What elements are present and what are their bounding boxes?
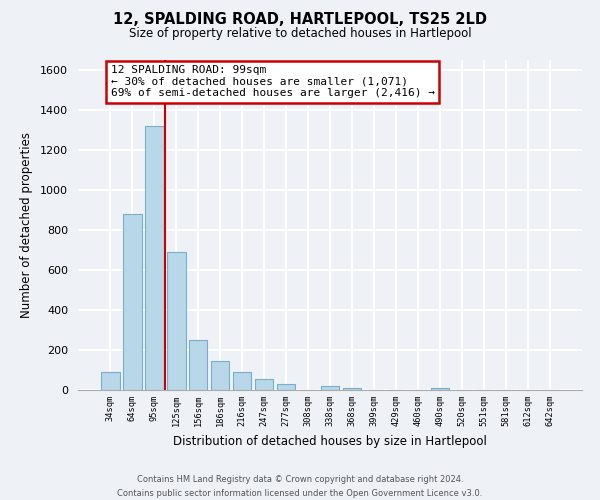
Bar [233, 372, 251, 390]
Text: 12, SPALDING ROAD, HARTLEPOOL, TS25 2LD: 12, SPALDING ROAD, HARTLEPOOL, TS25 2LD [113, 12, 487, 28]
Bar [145, 126, 164, 390]
Text: 12 SPALDING ROAD: 99sqm
← 30% of detached houses are smaller (1,071)
69% of semi: 12 SPALDING ROAD: 99sqm ← 30% of detache… [111, 65, 435, 98]
Text: Contains HM Land Registry data © Crown copyright and database right 2024.
Contai: Contains HM Land Registry data © Crown c… [118, 476, 482, 498]
Bar [189, 340, 208, 390]
Bar [320, 386, 340, 390]
Bar [255, 379, 274, 390]
Bar [211, 362, 229, 390]
Bar [167, 252, 185, 390]
X-axis label: Distribution of detached houses by size in Hartlepool: Distribution of detached houses by size … [173, 434, 487, 448]
Bar [343, 388, 361, 390]
Bar [123, 214, 142, 390]
Y-axis label: Number of detached properties: Number of detached properties [20, 132, 33, 318]
Bar [101, 372, 119, 390]
Bar [431, 388, 449, 390]
Text: Size of property relative to detached houses in Hartlepool: Size of property relative to detached ho… [128, 28, 472, 40]
Bar [277, 384, 295, 390]
